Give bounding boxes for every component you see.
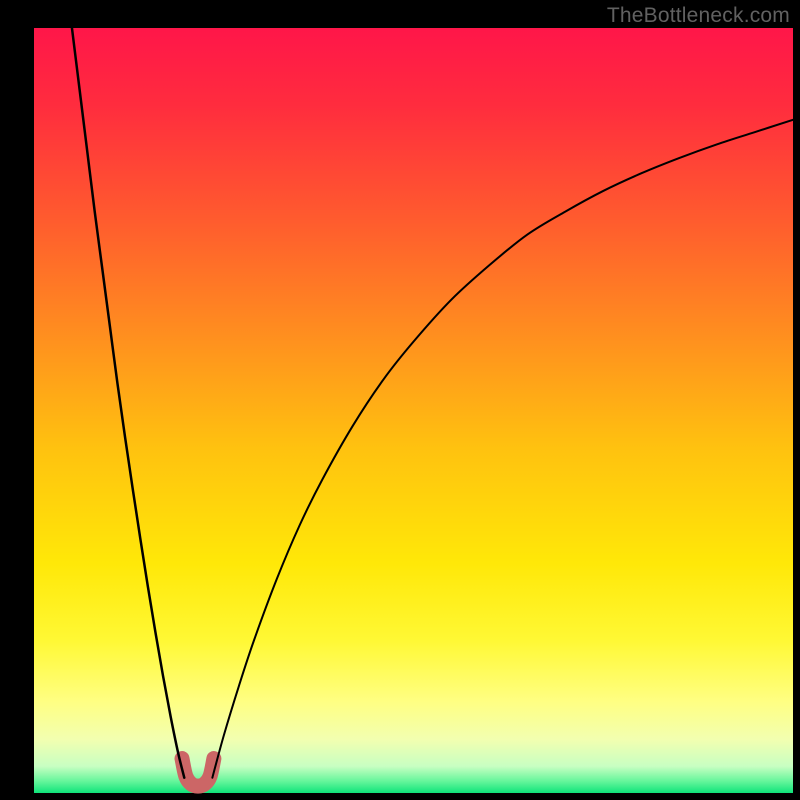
watermark-text: TheBottleneck.com xyxy=(607,4,790,28)
chart-container: TheBottleneck.com xyxy=(0,0,800,800)
gradient-background xyxy=(34,28,793,793)
bottleneck-chart xyxy=(0,0,800,800)
